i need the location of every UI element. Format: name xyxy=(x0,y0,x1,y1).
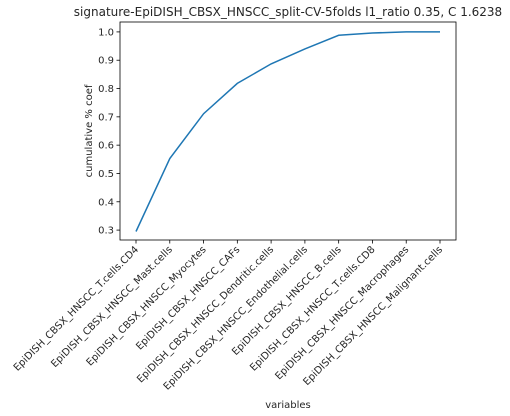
y-tick-label: 0.6 xyxy=(98,141,114,152)
y-tick-label: 0.7 xyxy=(98,112,114,123)
plot-area-frame xyxy=(119,21,457,241)
y-tick-label: 1.0 xyxy=(98,27,114,38)
x-tick-label: EpiDISH_CBSX_HNSCC_T.cells.CD8 xyxy=(248,244,377,373)
x-tick-label: EpiDISH_CBSX_HNSCC_Mast.cells xyxy=(49,244,175,370)
x-axis: EpiDISH_CBSX_HNSCC_T.cells.CD4EpiDISH_CB… xyxy=(12,240,445,393)
x-axis-label: variables xyxy=(265,400,311,411)
x-tick-label: EpiDISH_CBSX_HNSCC_Myocytes xyxy=(85,244,209,368)
y-tick-label: 0.4 xyxy=(98,197,114,208)
y-axis-label: cumulative % coef xyxy=(84,84,95,177)
y-tick-label: 0.9 xyxy=(98,56,114,67)
x-tick-label: EpiDISH_CBSX_HNSCC_T.cells.CD4 xyxy=(12,244,141,373)
y-tick-label: 0.8 xyxy=(98,84,114,95)
chart-title: signature-EpiDISH_CBSX_HNSCC_split-CV-5f… xyxy=(74,5,502,19)
y-tick-label: 0.5 xyxy=(98,169,114,180)
y-axis: 0.3 0.4 0.5 0.6 0.7 0.8 0.9 1.0 xyxy=(98,27,120,237)
series-line xyxy=(135,31,440,232)
y-tick-label: 0.3 xyxy=(98,226,114,237)
